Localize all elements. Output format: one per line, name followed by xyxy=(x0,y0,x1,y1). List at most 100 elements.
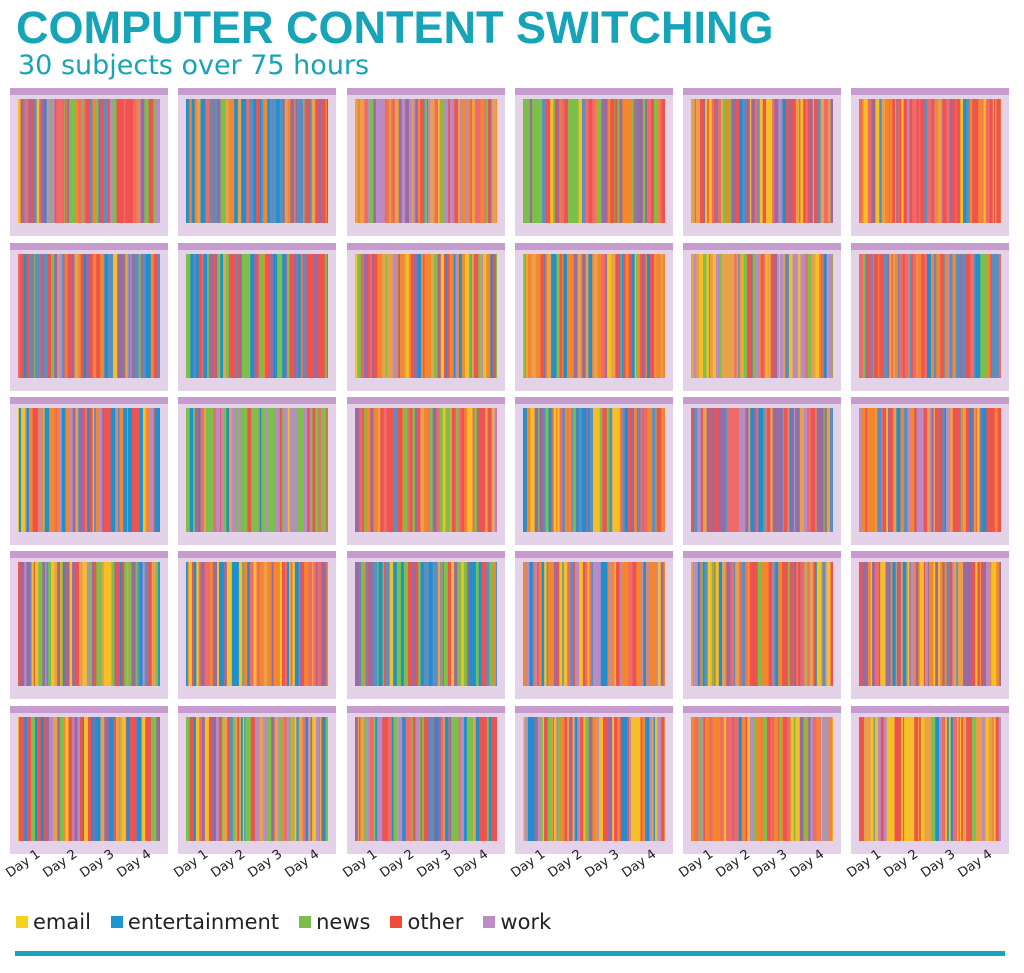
activity-stripe xyxy=(415,99,419,223)
activity-stripe xyxy=(24,717,28,841)
activity-stripe xyxy=(585,717,587,841)
activity-stripe xyxy=(253,99,257,223)
activity-stripe xyxy=(589,562,592,686)
activity-stripe xyxy=(968,562,973,686)
activity-stripe xyxy=(912,99,915,223)
activity-stripe xyxy=(389,99,392,223)
activity-stripe xyxy=(731,99,736,223)
activity-stripe xyxy=(935,562,939,686)
activity-stripe xyxy=(828,717,833,841)
stripe-plot xyxy=(355,562,497,686)
activity-stripe xyxy=(820,254,823,378)
activity-stripe xyxy=(697,408,702,532)
activity-stripe xyxy=(526,408,531,532)
activity-stripe xyxy=(121,717,125,841)
activity-stripe xyxy=(236,254,241,378)
activity-stripe xyxy=(823,254,828,378)
subject-panel xyxy=(10,551,168,699)
activity-stripe xyxy=(893,254,896,378)
activity-stripe xyxy=(661,99,665,223)
activity-stripe xyxy=(286,717,290,841)
activity-stripe xyxy=(149,408,155,532)
activity-stripe xyxy=(578,99,583,223)
activity-stripe xyxy=(193,408,196,532)
activity-stripe xyxy=(593,254,598,378)
activity-stripe xyxy=(384,99,389,223)
activity-stripe xyxy=(660,254,664,378)
activity-stripe xyxy=(526,562,530,686)
activity-stripe xyxy=(718,408,723,532)
activity-stripe xyxy=(876,408,878,532)
activity-stripe xyxy=(138,408,141,532)
activity-stripe xyxy=(440,254,445,378)
subject-panel xyxy=(851,551,1009,699)
activity-stripe xyxy=(523,408,528,532)
activity-stripe xyxy=(940,562,943,686)
activity-stripe xyxy=(747,717,751,841)
subject-panel xyxy=(347,243,505,391)
activity-stripe xyxy=(205,99,210,223)
activity-stripe xyxy=(210,99,213,223)
activity-stripe xyxy=(139,408,144,532)
activity-stripe xyxy=(945,717,948,841)
activity-stripe xyxy=(441,562,443,686)
activity-stripe xyxy=(694,717,699,841)
activity-stripe xyxy=(810,99,814,223)
activity-stripe xyxy=(295,99,298,223)
subject-panel xyxy=(178,88,336,236)
activity-stripe xyxy=(451,562,455,686)
stripe-plot xyxy=(18,408,160,532)
activity-stripe xyxy=(524,717,529,841)
activity-stripe xyxy=(994,408,998,532)
activity-stripe xyxy=(863,99,869,223)
activity-stripe xyxy=(271,717,275,841)
activity-stripe xyxy=(798,254,801,378)
activity-stripe xyxy=(360,717,365,841)
activity-stripe xyxy=(223,254,227,378)
activity-stripe xyxy=(959,254,963,378)
activity-stripe xyxy=(920,99,925,223)
activity-stripe xyxy=(79,562,84,686)
activity-stripe xyxy=(40,99,45,223)
activity-stripe xyxy=(127,408,129,532)
activity-stripe xyxy=(34,99,37,223)
activity-stripe xyxy=(946,99,950,223)
activity-stripe xyxy=(948,99,950,223)
stripe-plot xyxy=(186,717,328,841)
activity-stripe xyxy=(900,562,904,686)
activity-stripe xyxy=(692,562,698,686)
activity-stripe xyxy=(464,408,468,532)
activity-stripe xyxy=(309,408,311,532)
activity-stripe xyxy=(487,408,491,532)
activity-stripe xyxy=(422,254,424,378)
activity-stripe xyxy=(950,717,954,841)
activity-stripe xyxy=(715,717,719,841)
activity-stripe xyxy=(776,254,780,378)
activity-stripe xyxy=(216,717,220,841)
activity-stripe xyxy=(646,254,651,378)
activity-stripe xyxy=(794,408,797,532)
activity-stripe xyxy=(622,408,626,532)
activity-stripe xyxy=(188,99,191,223)
activity-stripe xyxy=(385,562,390,686)
activity-stripe xyxy=(321,562,323,686)
activity-stripe xyxy=(227,562,233,686)
activity-stripe xyxy=(289,717,292,841)
activity-stripe xyxy=(461,254,466,378)
subject-panel xyxy=(515,706,673,854)
activity-stripe xyxy=(321,717,323,841)
stripe-plot xyxy=(186,254,328,378)
activity-stripe xyxy=(286,562,290,686)
activity-stripe xyxy=(637,717,641,841)
activity-stripe xyxy=(359,717,361,841)
activity-stripe xyxy=(763,254,766,378)
subject-panel xyxy=(683,397,841,545)
activity-stripe xyxy=(714,717,717,841)
activity-stripe xyxy=(799,408,805,532)
activity-stripe xyxy=(732,717,735,841)
activity-stripe xyxy=(886,717,890,841)
activity-stripe xyxy=(88,717,92,841)
activity-stripe xyxy=(977,562,981,686)
activity-stripe xyxy=(642,254,646,378)
activity-stripe xyxy=(483,717,488,841)
